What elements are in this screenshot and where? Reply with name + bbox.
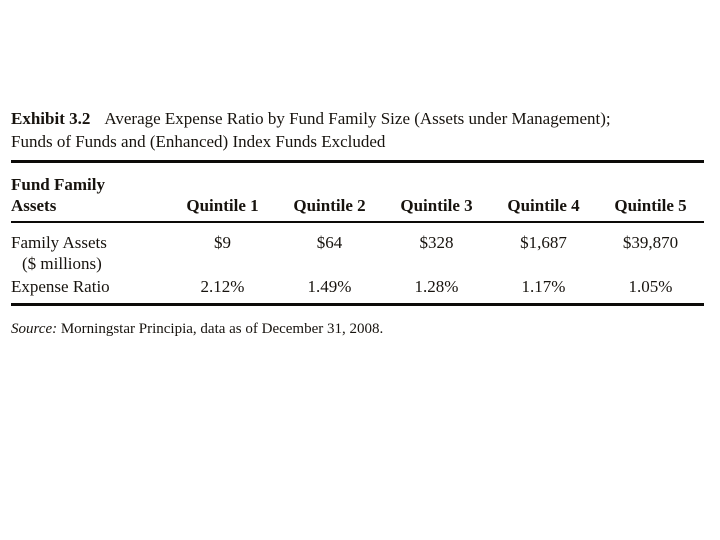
table-cell-ratio-q2: 1.49% — [307, 277, 352, 296]
source-text: Morningstar Principia, data as of Decemb… — [60, 321, 384, 337]
header-label-line-2: Assets — [11, 196, 57, 215]
table-cell-assets-q5: $39,870 — [622, 233, 679, 252]
table-cell-assets-q4: $1,687 — [520, 233, 567, 252]
exhibit-title-line-2: Funds of Funds and (Enhanced) Index Fund… — [11, 132, 386, 151]
exhibit-title: Exhibit 3.2 Average Expense Ratio by Fund… — [11, 107, 704, 153]
table-cell-assets-q1: $9 — [214, 233, 231, 252]
table-cell-ratio-q1: 2.12% — [200, 277, 245, 296]
row-label-text: Family Assets — [11, 233, 107, 252]
table-header-row: Fund Family Assets Quintile 1 Quintile 2 … — [11, 161, 704, 223]
table-cell-ratio-q4: 1.17% — [521, 277, 566, 296]
row-label-family-assets: Family Assets ($ millions) — [11, 222, 169, 274]
column-header-quintile-2: Quintile 2 — [276, 161, 383, 223]
table-row-family-assets: Family Assets ($ millions) $9 $64 $328 $1… — [11, 222, 704, 274]
column-header-quintile-3: Quintile 3 — [383, 161, 490, 223]
column-header-quintile-1: Quintile 1 — [169, 161, 276, 223]
source-label: Source: — [11, 321, 58, 337]
table-cell-assets-q2: $64 — [316, 233, 343, 252]
exhibit-number: Exhibit 3.2 — [11, 109, 91, 128]
column-header-quintile-4: Quintile 4 — [490, 161, 597, 223]
table-cell-ratio-q5: 1.05% — [628, 277, 673, 296]
row-label-unit-note: ($ millions) — [22, 254, 102, 273]
table-row-expense-ratio: Expense Ratio 2.12% 1.49% 1.28% 1.17% 1.… — [11, 274, 704, 305]
column-header-quintile-5: Quintile 5 — [597, 161, 704, 223]
table-cell-assets-q3: $328 — [419, 233, 454, 252]
row-label-expense-ratio: Expense Ratio — [11, 277, 110, 296]
exhibit-title-line-1: Average Expense Ratio by Fund Family Siz… — [104, 109, 611, 128]
column-header-fund-family-assets: Fund Family Assets — [11, 161, 169, 223]
header-label-line-1: Fund Family — [11, 175, 105, 194]
exhibit-content: Exhibit 3.2 Average Expense Ratio by Fund… — [11, 107, 704, 339]
table-cell-ratio-q3: 1.28% — [414, 277, 459, 296]
source-note: Source: Morningstar Principia, data as o… — [11, 319, 704, 339]
expense-ratio-table: Fund Family Assets Quintile 1 Quintile 2 … — [11, 160, 704, 306]
